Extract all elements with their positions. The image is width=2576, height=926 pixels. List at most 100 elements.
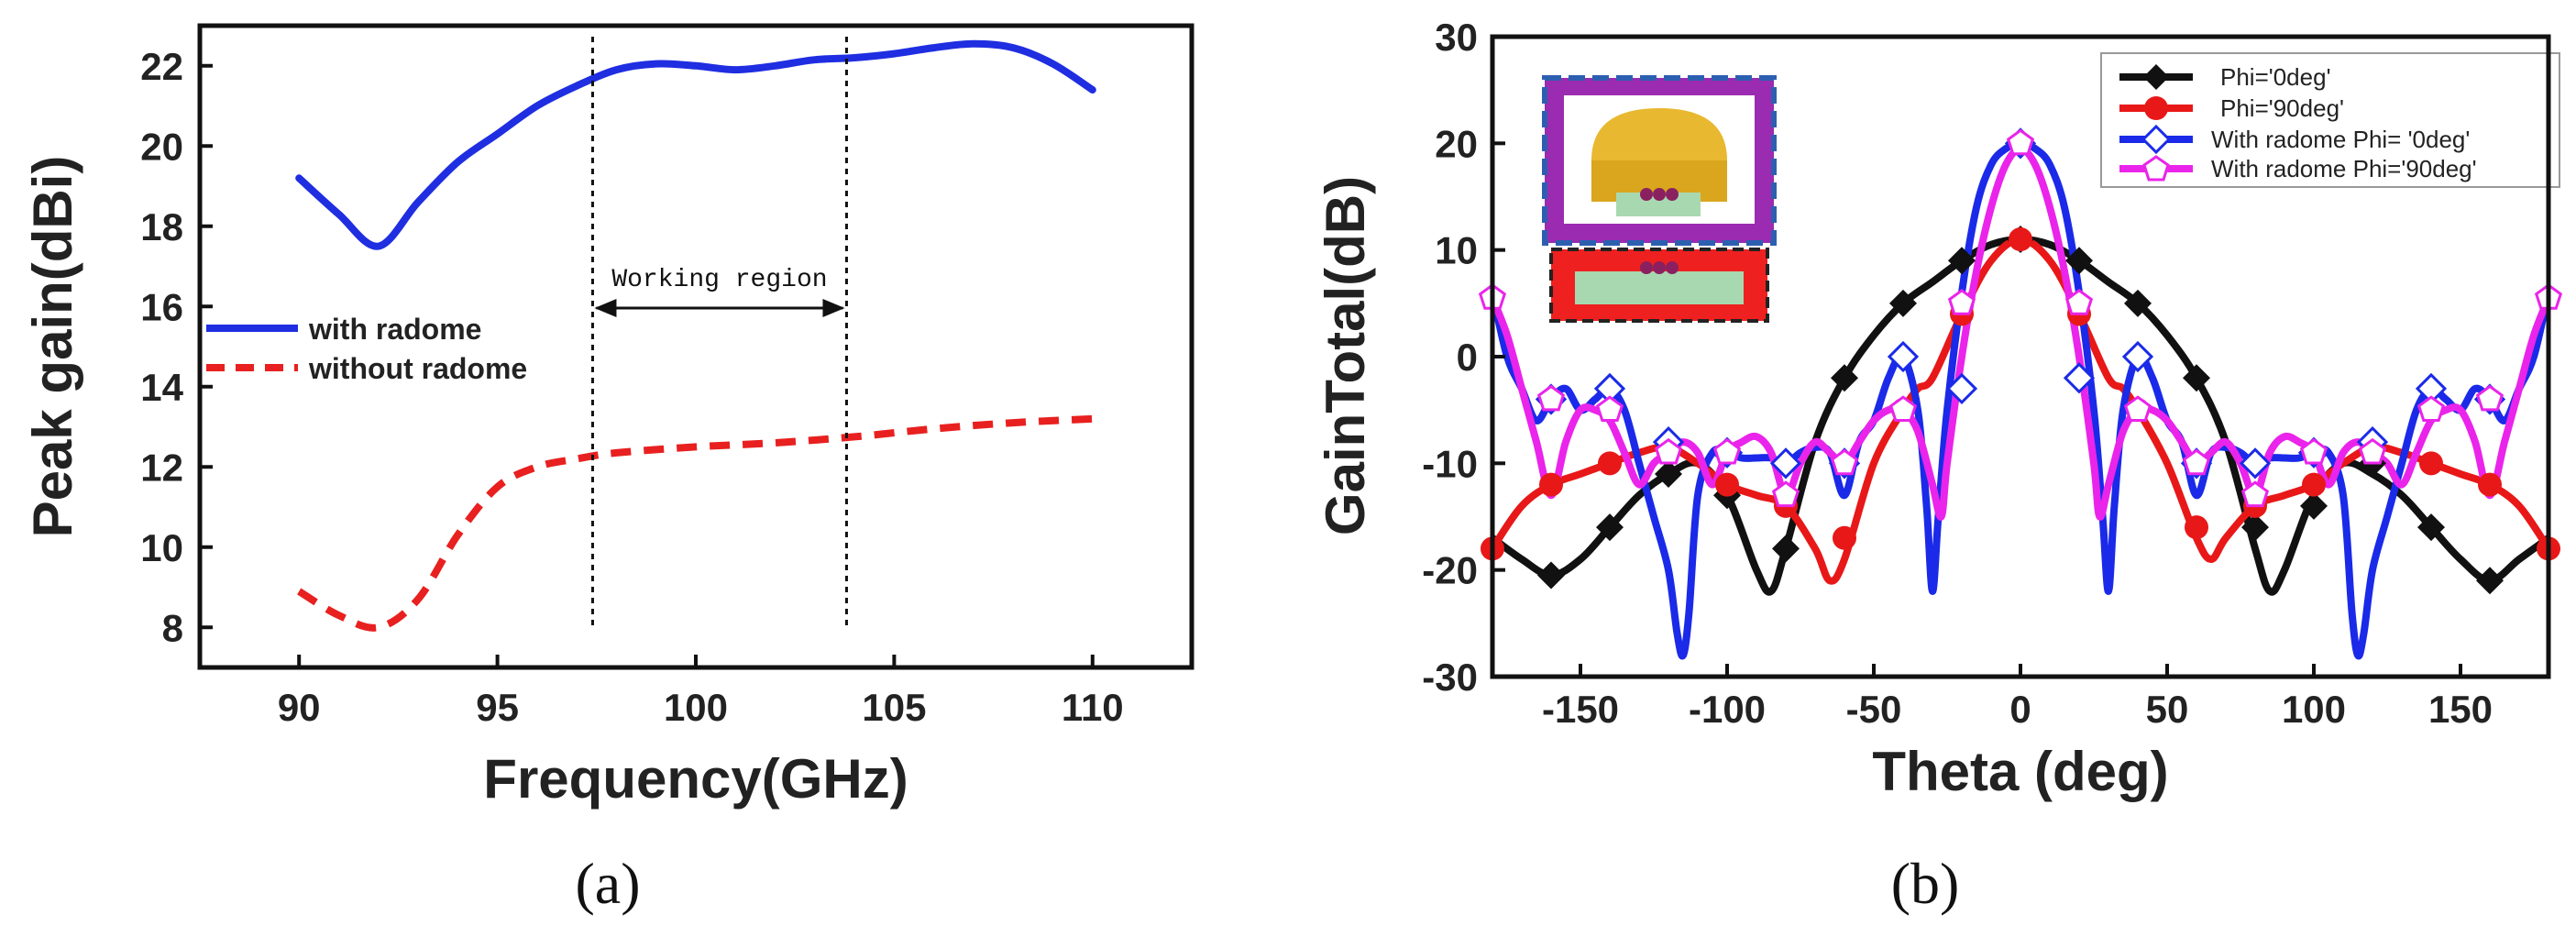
x-tick-label-a: 90 xyxy=(278,686,321,729)
x-tick-label-b: -150 xyxy=(1542,688,1619,731)
series-marker-b-0 xyxy=(2417,513,2445,542)
series-marker-b-2 xyxy=(2239,447,2272,480)
series-marker-b-1 xyxy=(1539,472,1563,497)
panel-label-a: (a) xyxy=(575,851,640,916)
y-tick-label-a: 16 xyxy=(140,285,183,328)
legend-label-phi0: Phi='0deg' xyxy=(2220,63,2331,91)
y-axis-label-b: GainTotal(dB) xyxy=(1315,176,1376,535)
series-marker-b-3 xyxy=(2064,288,2094,315)
legend-label-radome-phi90: With radome Phi='90deg' xyxy=(2211,155,2477,182)
series-marker-b-0 xyxy=(1772,535,1800,563)
series-marker-b-0 xyxy=(2065,247,2093,275)
series-marker-b-0 xyxy=(1889,289,1917,317)
series-marker-b-3 xyxy=(1830,448,1859,476)
series-line-a-0 xyxy=(295,39,1096,250)
series-marker-b-2 xyxy=(1945,372,1978,405)
series-marker-b-3 xyxy=(2240,480,2270,508)
x-tick-label-b: 100 xyxy=(2282,688,2346,731)
series-marker-b-3 xyxy=(1712,437,1742,465)
series-marker-b-3 xyxy=(1771,480,1800,508)
x-tick-label-a: 100 xyxy=(664,686,728,729)
x-tick-label-b: 150 xyxy=(2428,688,2493,731)
x-axis-label-a: Frequency(GHz) xyxy=(483,748,908,810)
series-line-a-1 xyxy=(297,414,1093,632)
series-marker-b-2 xyxy=(2121,340,2154,373)
series-marker-b-0 xyxy=(1948,247,1976,275)
y-tick-label-b: -20 xyxy=(1422,549,1478,592)
series-marker-b-3 xyxy=(2416,395,2446,422)
y-tick-label-b: 10 xyxy=(1435,229,1478,272)
legend-marker-phi90 xyxy=(2144,96,2168,120)
y-tick-label-a: 14 xyxy=(140,366,183,409)
legend-label-with-radome: with radome xyxy=(308,313,481,346)
series-marker-b-3 xyxy=(2299,437,2328,465)
series-marker-b-3 xyxy=(2182,448,2211,476)
series-marker-b-1 xyxy=(1715,472,1739,497)
series-marker-b-2 xyxy=(2063,362,2096,394)
series-marker-b-1 xyxy=(2478,472,2502,497)
series-marker-b-2 xyxy=(1887,340,1920,373)
plot-frame-a xyxy=(197,23,1194,670)
series-marker-b-0 xyxy=(1596,513,1624,542)
series-marker-b-3 xyxy=(1536,384,1566,412)
series-marker-b-1 xyxy=(2185,515,2208,540)
legend-marker-phi0 xyxy=(2143,64,2169,90)
series-marker-b-0 xyxy=(2241,513,2269,542)
series-marker-b-1 xyxy=(2302,472,2326,497)
working-region-label: Working region xyxy=(611,266,827,294)
y-tick-label-a: 18 xyxy=(140,205,183,248)
series-marker-b-1 xyxy=(1833,525,1856,550)
y-tick-label-a: 12 xyxy=(140,446,183,489)
legend-label-without-radome: without radome xyxy=(308,352,527,385)
y-axis-label-a: Peak gain(dBi) xyxy=(22,156,83,538)
y-tick-label-a: 22 xyxy=(140,45,183,88)
series-marker-b-3 xyxy=(2123,395,2152,422)
series-marker-b-0 xyxy=(1831,364,1858,392)
x-tick-label-a: 110 xyxy=(1062,686,1124,729)
radome-inset-illustration xyxy=(1542,75,1777,323)
arrowhead-left xyxy=(594,299,617,317)
y-tick-label-b: -30 xyxy=(1422,656,1478,699)
x-tick-label-a: 95 xyxy=(476,686,519,729)
legend-a: with radome without radome xyxy=(206,313,527,385)
x-tick-label-b: 50 xyxy=(2146,688,2189,731)
series-marker-b-1 xyxy=(2419,451,2443,476)
legend-label-phi90: Phi='90deg' xyxy=(2220,94,2344,122)
series-marker-b-0 xyxy=(2300,491,2328,520)
series-marker-b-0 xyxy=(1655,459,1682,488)
series-marker-b-1 xyxy=(1598,451,1622,476)
x-tick-label-b: 0 xyxy=(2009,688,2031,731)
series-marker-b-1 xyxy=(2009,227,2032,252)
x-tick-label-b: -100 xyxy=(1689,688,1766,731)
x-tick-label-b: -50 xyxy=(1846,688,1902,731)
series-marker-b-3 xyxy=(2358,437,2387,465)
y-tick-label-b: -10 xyxy=(1422,442,1478,485)
legend-marker-radome-phi0 xyxy=(2141,124,2172,155)
series-marker-b-3 xyxy=(1595,395,1624,422)
series-marker-b-3 xyxy=(1947,288,1976,315)
arrowhead-right xyxy=(822,299,845,317)
series-marker-b-0 xyxy=(2124,289,2152,317)
series-marker-b-3 xyxy=(1888,395,1918,422)
legend-marker-radome-phi90 xyxy=(2142,155,2170,182)
x-tick-label-a: 105 xyxy=(862,686,926,729)
panel-label-b: (b) xyxy=(1891,851,1960,916)
series-marker-b-0 xyxy=(2476,567,2504,595)
chart-b: Phi='0deg' Phi='90deg' With radome Phi= … xyxy=(1315,16,2563,916)
legend-b: Phi='0deg' Phi='90deg' With radome Phi= … xyxy=(2100,52,2560,188)
series-marker-b-0 xyxy=(1537,561,1565,590)
y-tick-label-b: 0 xyxy=(1457,336,1478,379)
y-tick-label-b: 30 xyxy=(1435,16,1478,59)
x-axis-label-b: Theta (deg) xyxy=(1872,741,2168,802)
y-tick-label-a: 8 xyxy=(162,606,183,649)
series-marker-b-3 xyxy=(2006,128,2035,156)
working-region-annotation: Working region xyxy=(590,37,848,628)
legend-label-radome-phi0: With radome Phi= '0deg' xyxy=(2211,126,2470,153)
series-marker-b-2 xyxy=(1769,447,1802,480)
series-marker-b-3 xyxy=(1654,437,1683,465)
y-tick-label-b: 20 xyxy=(1435,122,1478,165)
y-tick-label-a: 20 xyxy=(140,125,183,168)
chart-a: Working region with radome without radom… xyxy=(22,23,1194,916)
y-tick-label-a: 10 xyxy=(140,526,183,569)
